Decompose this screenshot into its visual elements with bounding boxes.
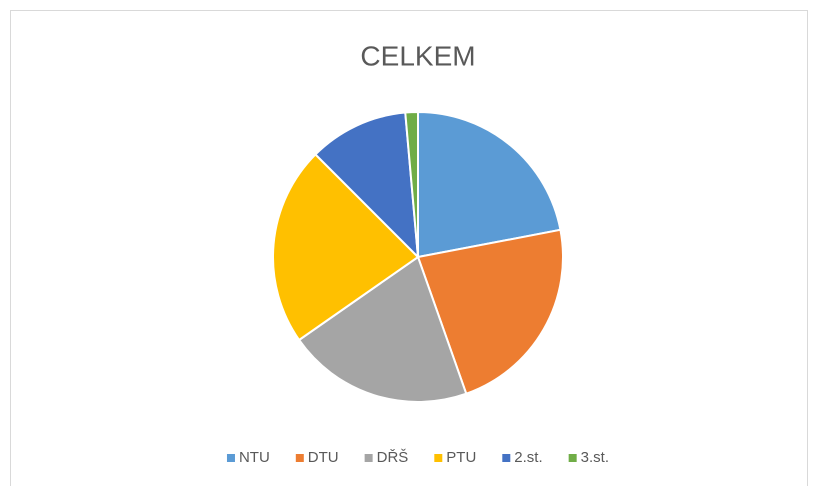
legend-swatch bbox=[434, 454, 443, 462]
legend-label: DŘŠ bbox=[377, 449, 409, 466]
legend-label: 3.st. bbox=[581, 449, 609, 466]
legend-swatch bbox=[295, 454, 304, 462]
legend-swatch bbox=[364, 454, 373, 462]
legend-label: 2.st. bbox=[514, 449, 542, 466]
pie-slice bbox=[417, 110, 562, 259]
legend-label: DTU bbox=[308, 449, 339, 466]
legend-swatch bbox=[502, 454, 511, 462]
pie-slice bbox=[416, 228, 564, 396]
legend-label: PTU bbox=[446, 449, 476, 466]
legend-swatch bbox=[568, 454, 577, 462]
pie-slice bbox=[314, 111, 420, 260]
legend-label: NTU bbox=[239, 449, 270, 466]
legend-swatch bbox=[226, 454, 235, 462]
pie-slice bbox=[297, 255, 468, 403]
pie-slice bbox=[404, 110, 419, 258]
chart-title: CELKEM bbox=[360, 40, 475, 71]
pie-slice bbox=[272, 153, 420, 342]
